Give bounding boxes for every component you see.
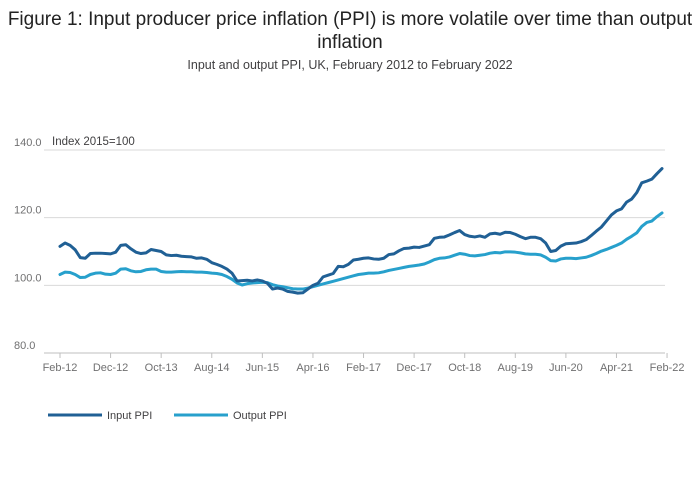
y-tick-label-3: 140.0 [14,137,42,149]
gridlines [44,149,665,354]
y-tick-label-1: 100.0 [14,272,42,284]
x-tick-label-6: Feb-17 [346,362,381,374]
legend-label-input-ppi: Input PPI [107,410,152,422]
x-tick-label-10: Jun-20 [549,362,583,374]
legend-label-output-ppi: Output PPI [233,410,287,422]
x-tick-label-7: Dec-17 [396,362,431,374]
x-tick-label-11: Apr-21 [600,362,633,374]
y-tick-label-0: 80.0 [14,340,35,352]
x-tick-label-2: Oct-13 [145,362,178,374]
series-line-input-ppi [58,167,664,295]
x-tick-label-4: Jun-15 [246,362,280,374]
x-tick-label-3: Aug-14 [194,362,229,374]
x-tick-label-12: Feb-22 [650,362,685,374]
series-lines [58,167,664,295]
chart-title: Figure 1: Input producer price inflation… [7,9,693,53]
y-axis-unit-label: Index 2015=100 [52,136,135,148]
y-axis: 80.0 100.0 120.0 140.0 [14,137,42,352]
x-axis: Feb-12 Dec-12 Oct-13 Aug-14 Jun-15 Apr-16 Feb-… [43,353,685,374]
x-tick-label-1: Dec-12 [93,362,128,374]
legend: Input PPI Output PPI [48,410,287,422]
x-tick-label-9: Aug-19 [498,362,533,374]
chart-subtitle: Input and output PPI, UK, February 2012 … [187,58,513,72]
x-tick-label-0: Feb-12 [43,362,78,374]
series-line-output-ppi [58,211,664,291]
x-tick-label-5: Apr-16 [296,362,329,374]
y-tick-label-2: 120.0 [14,205,42,217]
x-tick-label-8: Oct-18 [448,362,481,374]
